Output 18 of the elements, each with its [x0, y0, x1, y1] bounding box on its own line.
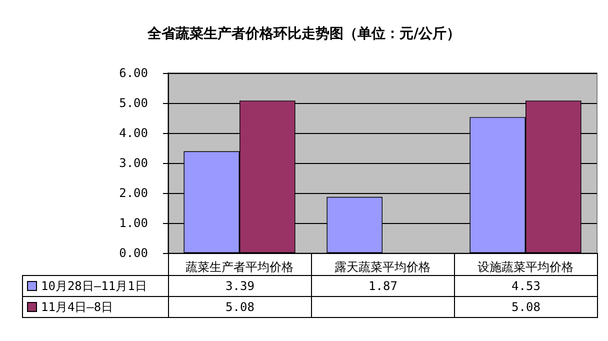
x-tick-label: 设施蔬菜平均价格 [478, 260, 574, 274]
legend-label: 11月4日—8日 [22, 296, 168, 318]
chart-title: 全省蔬菜生产者价格环比走势图（单位：元/公斤） [146, 25, 461, 42]
data-label: 5.08 [168, 296, 312, 318]
data-label: 5.08 [454, 296, 598, 318]
data-label: 3.39 [168, 276, 312, 296]
data-label: 1.87 [312, 276, 454, 296]
x-tick-label: 蔬菜生产者平均价格 [186, 260, 294, 274]
y-tick-label: 6.00 [119, 66, 148, 80]
x-tick-label: 露天蔬菜平均价格 [334, 260, 430, 274]
data-label: 4.53 [454, 276, 598, 296]
y-tick-label: 0.00 [119, 246, 148, 260]
y-tick-label: 5.00 [119, 96, 148, 110]
y-tick-label: 1.00 [119, 216, 148, 230]
y-tick-label: 4.00 [119, 126, 148, 140]
y-tick-label: 3.00 [119, 156, 148, 170]
y-tick-label: 2.00 [119, 186, 148, 200]
legend-label: 10月28日—11月1日 [22, 276, 168, 296]
